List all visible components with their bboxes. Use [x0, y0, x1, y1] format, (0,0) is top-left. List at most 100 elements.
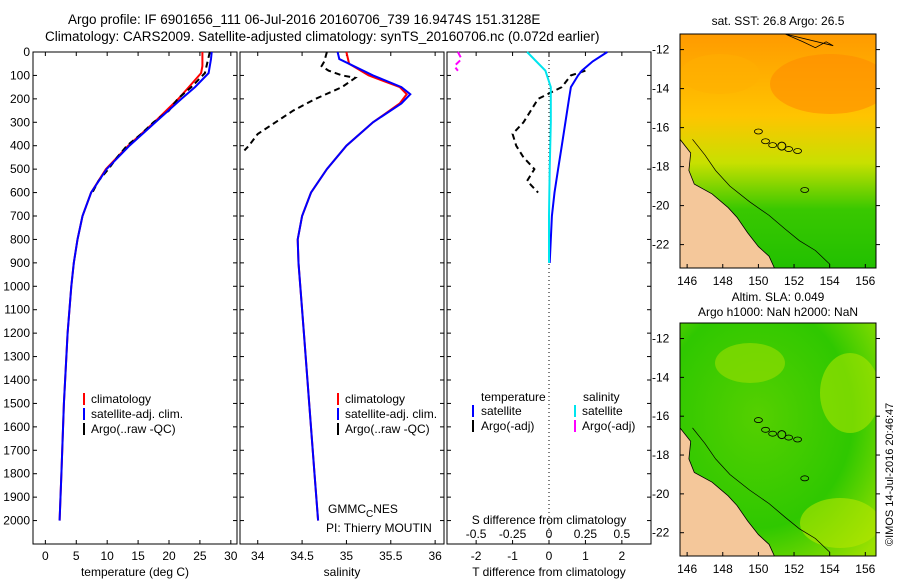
- depth-ticklabel: 1500: [3, 396, 30, 410]
- temperature-axis-label: temperature (deg C): [81, 565, 189, 579]
- sla-map-frame: [679, 322, 877, 557]
- png-coast: [784, 34, 834, 49]
- depth-ticklabel: 1900: [3, 490, 30, 504]
- legend-t-argo-label: Argo(-adj): [481, 419, 534, 433]
- sst-map-argo-marker: [777, 141, 787, 151]
- reef-outline: [761, 426, 770, 433]
- tdiff-satellite-line: [548, 51, 608, 263]
- sst-map-lon-ticklabel: 154: [820, 274, 840, 288]
- sla-map-title-2: Argo h1000: NaN h2000: NaN: [698, 305, 858, 319]
- title-line-2: Climatology: CARS2009. Satellite-adjuste…: [45, 29, 600, 44]
- shelf-contour: [692, 139, 830, 265]
- temp-ticklabel: 30: [224, 549, 238, 563]
- sst-warm-patch: [680, 54, 760, 94]
- sal-argo-line: [243, 51, 358, 152]
- reef-outline: [761, 138, 770, 145]
- temp-argo-line: [91, 51, 211, 194]
- depth-ticklabel: 1000: [3, 279, 30, 293]
- sst-map-lat-ticklabel: -14: [652, 82, 670, 96]
- depth-ticklabel: 1300: [3, 350, 30, 364]
- sla-map-lon-ticklabel: 152: [784, 562, 804, 576]
- depth-ticklabel: 400: [10, 139, 30, 153]
- sla-map-lat-ticklabel: -16: [652, 409, 670, 423]
- sla-high-patch: [715, 343, 785, 383]
- land-mass: [680, 427, 775, 556]
- temp-ticklabel: 5: [73, 549, 80, 563]
- sla-map-title-1: Altim. SLA: 0.049: [732, 290, 825, 304]
- depth-ticklabel: 1600: [3, 420, 30, 434]
- salinity-axis-label: salinity: [324, 565, 361, 579]
- credit-tail: NES: [373, 502, 398, 516]
- sla-map-lon-ticklabel: 148: [713, 562, 733, 576]
- sst-map-lat-ticklabel: -20: [652, 199, 670, 213]
- reef-outline: [768, 142, 778, 149]
- s-diff-ticklabel: 0.5: [614, 527, 631, 541]
- reef-outline: [793, 436, 802, 443]
- sla-map-lat-ticklabel: -18: [652, 448, 670, 462]
- sla-map-lon-ticklabel: 150: [748, 562, 768, 576]
- depth-ticklabel: 1400: [3, 373, 30, 387]
- sdiff-argo-line: [452, 51, 463, 72]
- reef-outline: [800, 187, 810, 193]
- depth-ticklabel: 2000: [3, 514, 30, 528]
- reef-outline: [793, 148, 802, 154]
- sla-high-patch: [820, 353, 876, 433]
- depth-ticklabel: 200: [10, 92, 30, 106]
- reef-outline: [800, 475, 810, 482]
- credit-sub: C: [366, 509, 373, 520]
- pi-label: PI: Thierry MOUTIN: [326, 521, 432, 535]
- depth-ticklabel: 300: [10, 115, 30, 129]
- sla-map-lat-ticklabel: -22: [652, 526, 670, 540]
- depth-ticklabel: 1800: [3, 467, 30, 481]
- s-diff-ticklabel: 0: [546, 527, 553, 541]
- legend-s-argo-label: Argo(-adj): [582, 419, 635, 433]
- sst-map-lat-ticklabel: -18: [652, 160, 670, 174]
- sla-map-lat-ticklabel: -12: [652, 332, 670, 346]
- sla-map-argo-marker: [777, 430, 787, 440]
- sal-ticklabel: 35.5: [379, 549, 403, 563]
- depth-ticklabel: 800: [10, 232, 30, 246]
- temp-legend-label: Argo(..raw -QC): [91, 422, 176, 436]
- diff-ticklabel: -1: [507, 549, 518, 563]
- temp-ticklabel: 25: [193, 549, 207, 563]
- depth-ticklabel: 100: [10, 68, 30, 82]
- sla-high-patch: [800, 498, 876, 548]
- sla-map-lon-ticklabel: 156: [855, 562, 875, 576]
- legend-salinity-title: salinity: [583, 390, 620, 404]
- credit-label: GMMCCNES: [328, 502, 398, 520]
- sst-map-title: sat. SST: 26.8 Argo: 26.5: [712, 14, 845, 28]
- sla-map-lon-ticklabel: 146: [677, 562, 697, 576]
- sdiff-satellite-line: [526, 51, 552, 263]
- sal-satellite-line: [296, 51, 412, 521]
- diff-ticklabel: 1: [582, 549, 589, 563]
- temperature-panel: [32, 51, 238, 545]
- temp-legend-label: satellite-adj. clim.: [91, 407, 183, 421]
- legend-t-sat-label: satellite: [481, 404, 522, 418]
- sst-map-lon-ticklabel: 152: [784, 274, 804, 288]
- temp-ticklabel: 20: [162, 549, 176, 563]
- sst-map-frame: [679, 33, 877, 269]
- sla-map-lat-ticklabel: -20: [652, 487, 670, 501]
- depth-ticklabel: 1700: [3, 443, 30, 457]
- s-diff-ticklabel: 0.25: [574, 527, 598, 541]
- chart-layer: 0100200300400500600700800900100011001200…: [3, 14, 896, 579]
- diff-ticklabel: 2: [619, 549, 626, 563]
- sst-map-lat-ticklabel: -22: [652, 238, 670, 252]
- title-line-1: Argo profile: IF 6901656_111 06-Jul-2016…: [68, 12, 541, 27]
- sla-map-lon-ticklabel: 154: [820, 562, 840, 576]
- temp-ticklabel: 0: [42, 549, 49, 563]
- sst-map-lat-ticklabel: -16: [652, 121, 670, 135]
- legend-temperature-title: temperature: [481, 390, 546, 404]
- legend-s-sat-label: satellite: [582, 404, 623, 418]
- depth-ticklabel: 900: [10, 256, 30, 270]
- sst-map-lon-ticklabel: 146: [677, 274, 697, 288]
- imos-watermark: ©IMOS 14-Jul-2016 20:46:47: [884, 403, 896, 546]
- difference-panel: [446, 51, 652, 545]
- sst-map-field: [680, 34, 876, 268]
- depth-ticklabel: 700: [10, 209, 30, 223]
- t-diff-axis-label: T difference from climatology: [472, 565, 626, 579]
- s-diff-ticklabel: -0.5: [466, 527, 487, 541]
- sst-map-lon-ticklabel: 150: [748, 274, 768, 288]
- sal-ticklabel: 36: [428, 549, 442, 563]
